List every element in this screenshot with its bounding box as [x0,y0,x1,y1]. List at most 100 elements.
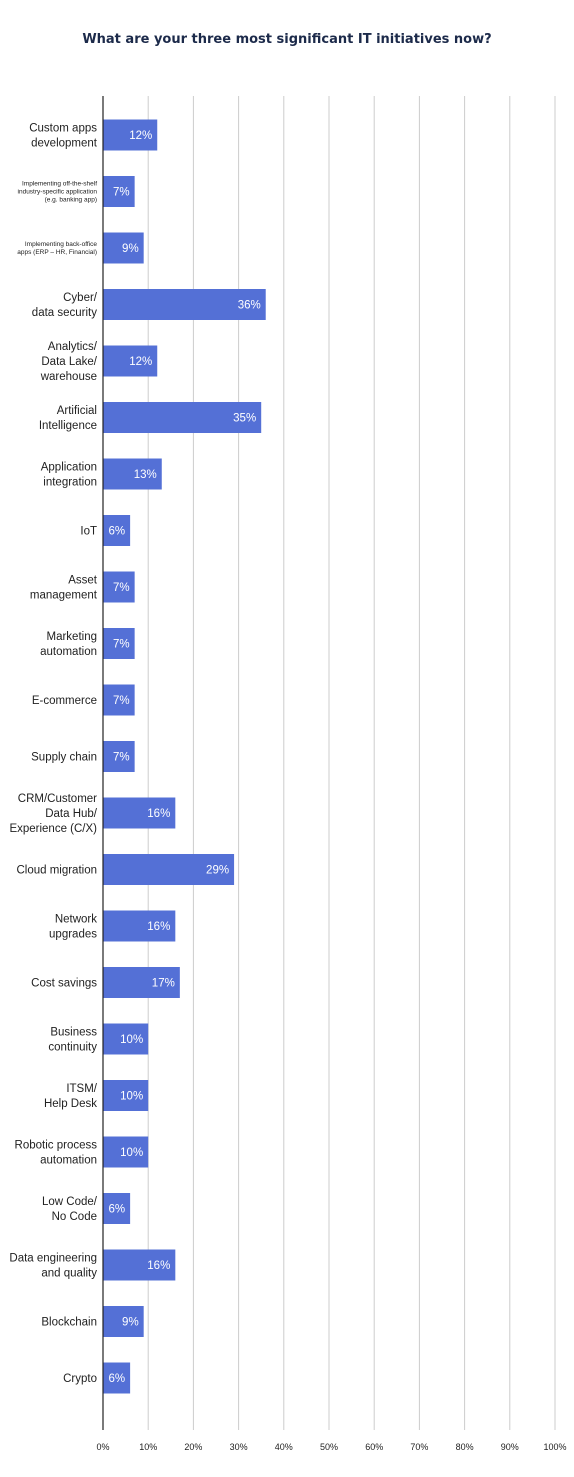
category-label-line: Supply chain [31,752,97,764]
category-label-line: Custom apps [29,123,97,135]
category-label: Marketing automation [40,631,97,658]
bar-value-label: 10% [120,1091,143,1103]
bar-value-label: 17% [152,978,175,990]
category-label-line: CRM/Customer [18,793,97,805]
bar-value-label: 6% [108,1373,125,1385]
x-tick-label: 90% [501,1442,519,1452]
bar-value-label: 10% [120,1034,143,1046]
category-label-line: No Code [52,1211,97,1223]
bar-value-label: 12% [129,356,152,368]
bar-value-label: 29% [206,865,229,877]
category-label-line: Implementing back-office [25,241,98,248]
bar-value-label: 7% [113,695,130,707]
category-label: Network upgrades [49,914,97,941]
x-tick-label: 10% [139,1442,157,1452]
category-label-line: apps (ERP – HR, Financial) [17,249,97,256]
bar-value-label: 6% [108,526,125,538]
category-label: Asset management [30,575,98,602]
bar-value-label: 16% [147,1260,170,1272]
category-label-line: Cost savings [31,978,97,990]
category-label-line: upgrades [49,929,97,941]
bar [103,176,135,207]
bar-value-label: 36% [238,300,261,312]
bar-value-label: 16% [147,808,170,820]
category-label-line: Data engineering [9,1253,97,1265]
x-tick-label: 60% [365,1442,383,1452]
bar [103,684,135,716]
category-label: ITSM/Help Desk [44,1083,98,1110]
bar-value-label: 6% [108,1204,125,1216]
x-tick-label: 70% [410,1442,428,1452]
category-label-line: E-commerce [32,695,97,707]
category-label-line: integration [43,477,97,489]
bar [103,1362,131,1394]
bar [103,628,135,659]
bar-value-label: 10% [120,1147,143,1159]
category-label-line: Help Desk [44,1098,97,1110]
bar [103,967,180,998]
category-label-line: management [30,590,98,602]
bar [103,1306,144,1337]
bar-value-label: 35% [233,413,256,425]
category-label: Implementing back-office apps (ERP – HR, … [17,241,97,256]
category-label-line: warehouse [40,371,97,383]
bar [103,458,162,490]
category-label-line: Robotic process [15,1140,98,1152]
bar [103,797,176,829]
bar [103,345,158,377]
category-label: Cloud migration [16,865,97,877]
bar [103,1023,149,1055]
category-label: Data engineering and quality [9,1253,97,1280]
bar [103,1249,176,1281]
category-label-line: data security [32,307,97,319]
category-label: Cost savings [31,978,97,990]
bar-value-label: 9% [122,243,139,255]
category-label-line: continuity [48,1042,97,1054]
category-label-line: IoT [80,526,97,538]
category-label-line: Blockchain [41,1317,97,1329]
x-tick-label: 20% [184,1442,202,1452]
category-label-line: ITSM/ [66,1083,97,1095]
category-label: Cyber/data security [32,292,98,319]
category-label-line: (e.g. banking app) [45,197,97,204]
category-label: E-commerce [32,695,97,707]
x-tick-label: 40% [275,1442,293,1452]
x-tick-label: 30% [230,1442,248,1452]
category-label-line: Implementing off-the-shelf [22,181,97,188]
x-tick-label: 50% [320,1442,338,1452]
category-label: Supply chain [31,752,97,764]
category-label-line: Analytics/ [48,341,98,353]
x-tick-label: 80% [456,1442,474,1452]
category-label: Application integration [41,462,97,489]
category-label: Analytics/Data Lake/warehouse [40,341,98,383]
category-label-line: Application [41,462,97,474]
category-label: Crypto [63,1373,97,1385]
category-label: Implementing off-the-shelf industry-speci… [18,181,98,204]
x-tick-label: 100% [543,1442,566,1452]
category-label-line: Marketing [47,631,98,643]
category-label-line: Data Lake/ [41,356,97,368]
category-label: CRM/Customer Data Hub/Experience (C/X) [9,793,97,835]
bar [103,1193,131,1224]
bar-value-label: 7% [113,752,130,764]
category-label-line: development [31,138,98,150]
bar [103,289,266,320]
bar [103,571,135,603]
bar [103,741,135,772]
bar [103,232,144,264]
bar-value-label: 13% [134,469,157,481]
bar [103,1080,149,1111]
bar [103,854,235,885]
bar [103,119,158,151]
category-label: Low Code/No Code [42,1196,98,1223]
category-label-line: Low Code/ [42,1196,98,1208]
bar-value-label: 16% [147,921,170,933]
category-label: Business continuity [48,1027,97,1054]
category-label-line: industry-specific application [18,189,98,196]
category-label-line: Asset [68,575,98,587]
bar-value-label: 9% [122,1317,139,1329]
bar-value-label: 7% [113,187,130,199]
category-label: Blockchain [41,1317,97,1329]
bar-value-label: 12% [129,130,152,142]
bar-value-label: 7% [113,639,130,651]
